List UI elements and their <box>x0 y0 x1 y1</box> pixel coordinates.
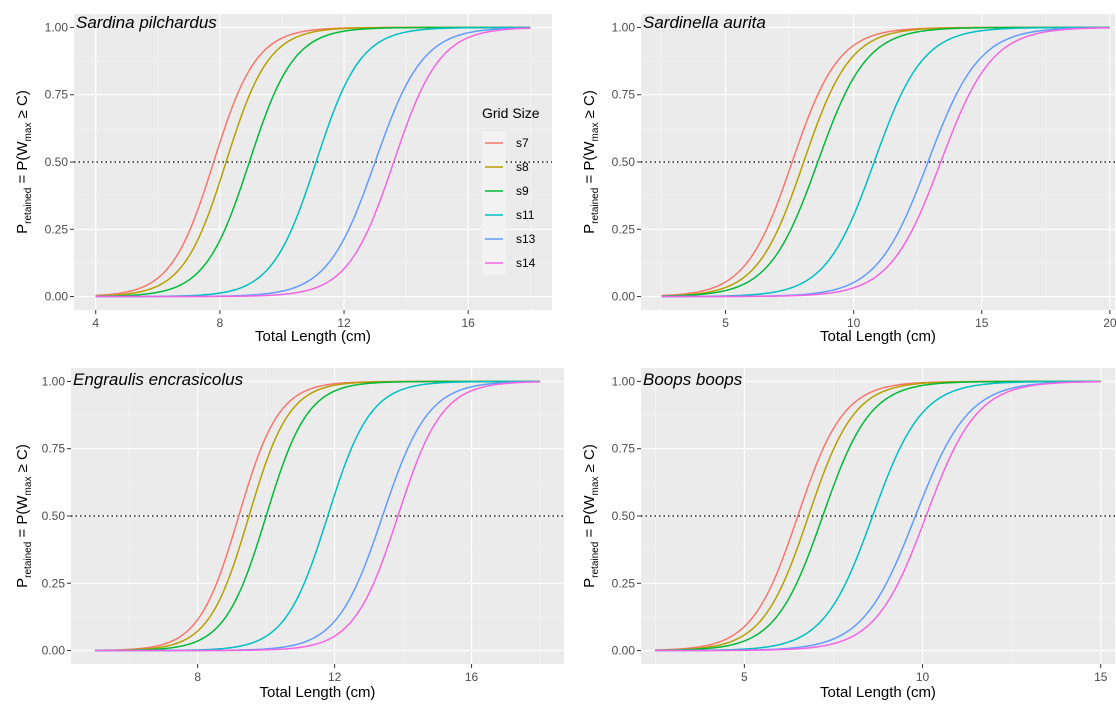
legend-label-s7: s7 <box>516 136 529 150</box>
y-axis-title-part: retained <box>23 542 34 578</box>
y-axis-title-part: retained <box>590 542 601 578</box>
legend-label-s9: s9 <box>516 184 529 198</box>
x-tick-label: 8 <box>217 316 224 330</box>
x-tick-label: 5 <box>741 670 748 684</box>
y-tick-label: 0.00 <box>45 290 69 304</box>
x-tick-label: 12 <box>337 316 351 330</box>
curve-s11 <box>661 26 1110 298</box>
legend-label-s11: s11 <box>516 208 535 222</box>
x-tick-label: 5 <box>722 316 729 330</box>
y-tick-label: 0.00 <box>612 290 636 304</box>
y-axis-title-part: P <box>14 578 31 588</box>
y-axis-title-part: retained <box>590 188 601 224</box>
y-tick-label: 0.25 <box>42 576 66 590</box>
panel-title: Boops boops <box>643 370 743 389</box>
y-tick-label: 1.00 <box>42 374 66 388</box>
y-axis-title-part: max <box>23 123 34 142</box>
panel-title: Sardina pilchardus <box>76 13 217 32</box>
y-tick-label: 0.25 <box>612 222 636 236</box>
y-tick-label: 1.00 <box>612 20 636 34</box>
legend-title: Grid Size <box>482 105 540 121</box>
y-axis-title-part: max <box>23 477 34 496</box>
x-tick-label: 8 <box>194 670 201 684</box>
x-tick-label: 12 <box>328 670 342 684</box>
y-axis-title-part: = P(W <box>14 495 31 542</box>
legend-label-s8: s8 <box>516 160 529 174</box>
legend-label-s14: s14 <box>516 256 536 270</box>
y-axis-title-part: ≥ C) <box>581 90 598 122</box>
legend-label-s13: s13 <box>516 232 536 246</box>
y-tick-label: 0.25 <box>612 576 636 590</box>
y-axis-title-part: max <box>590 123 601 142</box>
y-tick-label: 0.50 <box>42 509 66 523</box>
curve-s14 <box>94 381 541 652</box>
y-axis-title-part: ≥ C) <box>14 444 31 476</box>
y-axis-title-part: ≥ C) <box>581 444 598 476</box>
x-tick-label: 15 <box>1094 670 1108 684</box>
y-axis-title: Pretained = P(Wmax ≥ C) <box>581 90 601 234</box>
y-axis-title: Pretained = P(Wmax ≥ C) <box>14 90 34 234</box>
y-axis-title-part: P <box>581 224 598 234</box>
x-tick-label: 4 <box>92 316 99 330</box>
y-tick-label: 0.50 <box>45 155 69 169</box>
curve-s14 <box>661 27 1110 298</box>
x-axis-title: Total Length (cm) <box>820 684 936 701</box>
y-axis-title-part: retained <box>23 188 34 224</box>
y-tick-label: 0.75 <box>45 88 69 102</box>
y-axis-title-part: max <box>590 477 601 496</box>
panel-title: Sardinella aurita <box>643 13 766 32</box>
y-tick-label: 0.25 <box>45 222 69 236</box>
x-tick-label: 20 <box>1103 316 1116 330</box>
curve-s14 <box>655 380 1101 652</box>
y-axis-title-part: ≥ C) <box>14 90 31 122</box>
y-axis-title-part: = P(W <box>581 141 598 188</box>
y-tick-label: 0.00 <box>612 644 636 658</box>
y-axis-title: Pretained = P(Wmax ≥ C) <box>14 444 34 588</box>
y-tick-label: 0.75 <box>612 88 636 102</box>
y-tick-label: 1.00 <box>45 20 69 34</box>
x-tick-label: 16 <box>465 670 479 684</box>
y-tick-label: 0.75 <box>42 442 66 456</box>
x-tick-label: 15 <box>975 316 989 330</box>
y-tick-label: 0.75 <box>612 442 636 456</box>
y-tick-label: 0.00 <box>42 644 66 658</box>
panel-2: 0.00 0.25 0.50 0.75 1.00 8 12 16 Engraulis encra… <box>14 368 564 701</box>
x-tick-label: 10 <box>916 670 930 684</box>
y-tick-label: 0.50 <box>612 509 636 523</box>
y-tick-label: 1.00 <box>612 374 636 388</box>
y-axis-title-part: = P(W <box>581 495 598 542</box>
panel-3: 0.00 0.25 0.50 0.75 1.00 5 10 15 Boops boops Tota… <box>581 368 1115 701</box>
x-tick-label: 16 <box>462 316 476 330</box>
x-tick-label: 10 <box>847 316 861 330</box>
x-axis-title: Total Length (cm) <box>260 684 376 701</box>
panel-1: 0.00 0.25 0.50 0.75 1.00 5 10 15 20 Sardinella au… <box>581 13 1116 345</box>
legend: Grid Size s7 s8 s9 s11 s13 s14 <box>482 105 540 275</box>
y-tick-label: 0.50 <box>612 155 636 169</box>
panel-title: Engraulis encrasicolus <box>73 370 244 389</box>
y-axis-title-part: = P(W <box>14 141 31 188</box>
y-axis-title-part: P <box>14 224 31 234</box>
curve-s14 <box>95 27 531 298</box>
y-axis-title: Pretained = P(Wmax ≥ C) <box>581 444 601 588</box>
x-axis-title: Total Length (cm) <box>820 328 936 345</box>
y-axis-title-part: P <box>581 578 598 588</box>
x-axis-title: Total Length (cm) <box>255 328 371 345</box>
panel-0: 0.00 0.25 0.50 0.75 1.00 4 8 12 16 Sardina pilcha… <box>14 13 552 345</box>
